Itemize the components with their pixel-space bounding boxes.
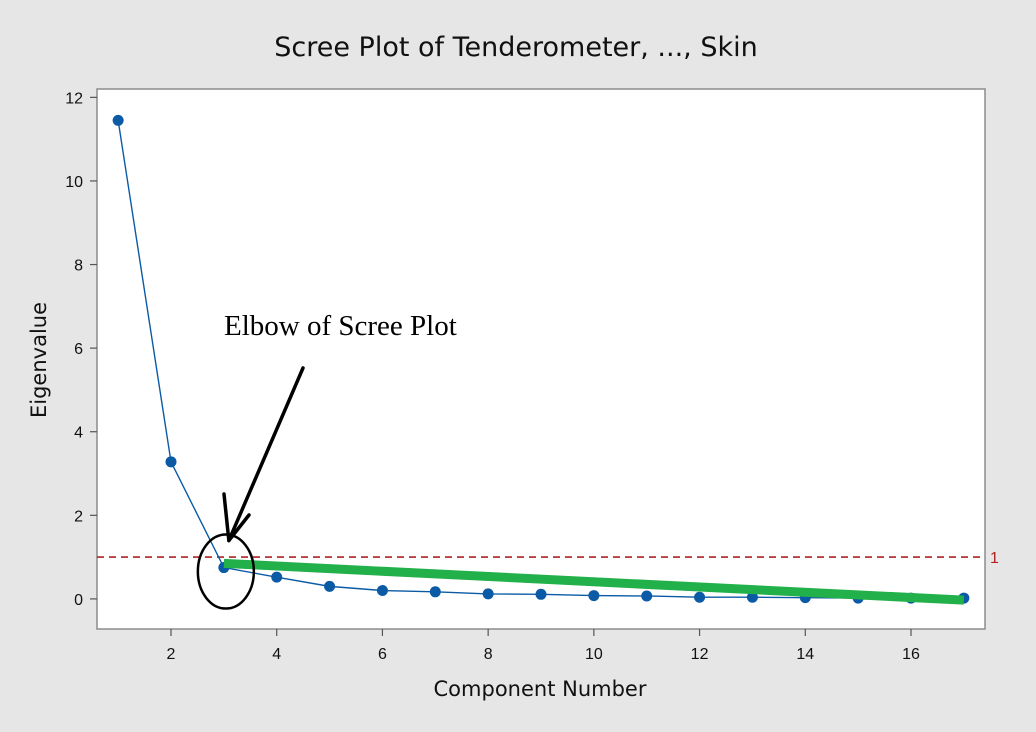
y-tick-label: 6 bbox=[74, 341, 83, 358]
y-tick-label: 10 bbox=[65, 174, 83, 191]
y-tick-label: 2 bbox=[74, 508, 83, 525]
data-point bbox=[694, 591, 706, 603]
reference-line-label: 1 bbox=[990, 550, 999, 567]
y-tick-label: 4 bbox=[74, 425, 83, 442]
annotation-group: Elbow of Scree Plot bbox=[196, 310, 965, 610]
data-point bbox=[324, 580, 336, 592]
data-point bbox=[165, 456, 177, 468]
data-point bbox=[271, 571, 283, 583]
data-point bbox=[112, 114, 124, 126]
y-tick-label: 0 bbox=[74, 592, 83, 609]
x-tick-label: 10 bbox=[585, 646, 603, 663]
plot-area bbox=[96, 88, 986, 630]
data-point bbox=[535, 588, 547, 600]
elbow-circle bbox=[196, 533, 256, 610]
x-tick-label: 12 bbox=[691, 646, 709, 663]
elbow-arrow bbox=[227, 366, 305, 543]
elbow-trend-line bbox=[223, 558, 965, 605]
reference-line-group: 1 bbox=[97, 550, 999, 567]
x-tick-label: 2 bbox=[167, 646, 176, 663]
x-axis-label: Component Number bbox=[434, 677, 647, 701]
chart-title: Scree Plot of Tenderometer, ..., Skin bbox=[274, 32, 757, 63]
x-tick-label: 6 bbox=[378, 646, 387, 663]
x-tick-label: 14 bbox=[796, 646, 814, 663]
y-tick-label: 8 bbox=[74, 258, 83, 275]
elbow-annotation: Elbow of Scree Plot bbox=[224, 310, 457, 342]
data-point bbox=[588, 590, 600, 602]
data-point bbox=[429, 586, 441, 598]
data-point bbox=[746, 591, 758, 603]
y-tick-label: 12 bbox=[65, 90, 83, 107]
series-group bbox=[112, 114, 970, 604]
x-tick-label: 8 bbox=[484, 646, 493, 663]
data-point bbox=[482, 588, 494, 600]
data-point bbox=[641, 590, 653, 602]
x-tick-label: 4 bbox=[272, 646, 281, 663]
data-point bbox=[376, 585, 388, 597]
axes: 2 4 6 8 10 12 14 16 0 2 4 6 8 10 12 bbox=[65, 90, 920, 663]
elbow-arrow-head bbox=[222, 492, 251, 543]
y-axis-label: Eigenvalue bbox=[27, 302, 51, 418]
x-tick-label: 16 bbox=[902, 646, 920, 663]
